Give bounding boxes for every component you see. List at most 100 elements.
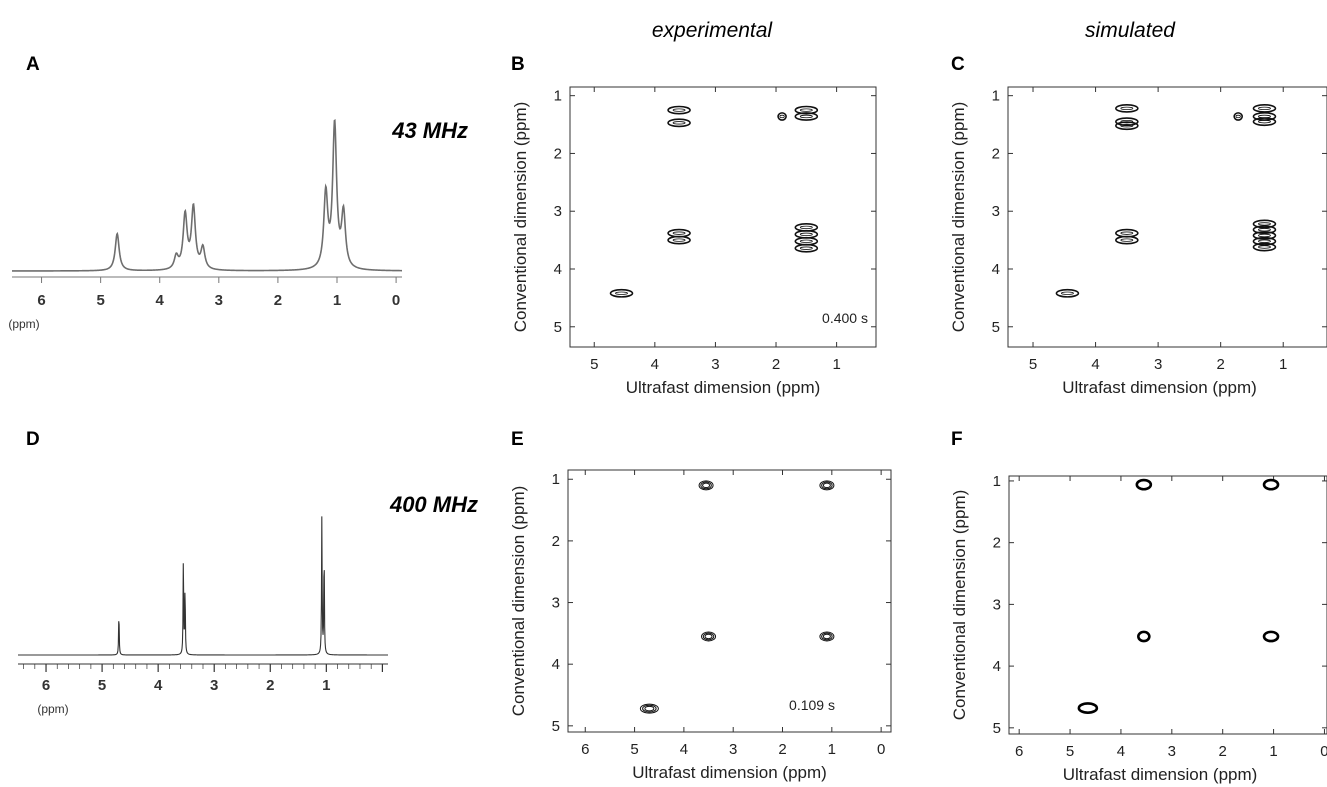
- y-tick-label: 3: [552, 595, 560, 612]
- contour-peak-inner: [644, 705, 655, 712]
- contour-peak: [667, 118, 691, 128]
- contour-peak-inner: [821, 632, 833, 641]
- contour-peak: [667, 228, 691, 238]
- contour-peak-inner: [700, 481, 712, 490]
- x-tick-label: 1: [832, 356, 840, 373]
- panel-letter-F: F: [951, 429, 963, 450]
- x-axis-title: Ultrafast dimension (ppm): [1062, 378, 1257, 397]
- y-tick-label: 2: [554, 145, 562, 162]
- y-tick-label: 2: [552, 533, 560, 550]
- spectrum-tick-label: 4: [154, 677, 163, 694]
- contour-peak-inner: [822, 633, 831, 640]
- spectrum-tick-label: 6: [42, 677, 50, 694]
- y-tick-label: 1: [554, 88, 562, 105]
- y-tick-label: 5: [992, 319, 1000, 336]
- contour-peak-inner: [1120, 231, 1134, 235]
- contour-peak-inner: [799, 114, 813, 119]
- spectrum-trace: [12, 118, 402, 272]
- contour-peak: [701, 631, 717, 642]
- contour-peak: [794, 229, 819, 239]
- contour-peak-inner: [1060, 291, 1074, 295]
- y-tick-label: 2: [993, 535, 1001, 552]
- column-header-experimental: experimental: [652, 19, 774, 42]
- contour-peak-inner: [1258, 245, 1271, 249]
- spectrum-tick-label: 1: [333, 292, 341, 309]
- contour-peak-inner: [1258, 222, 1271, 226]
- panel-letter-E: E: [511, 429, 524, 450]
- contour-peak-inner: [672, 238, 686, 242]
- contour-peak: [1262, 478, 1280, 491]
- y-tick-label: 3: [992, 203, 1000, 220]
- contour-peak: [1252, 117, 1277, 127]
- panel-letter-C: C: [951, 54, 965, 75]
- x-tick-label: 3: [711, 356, 719, 373]
- contour-plot-simulated-43mhz: 5 4 3 2 1 1 2 3 4 5 Ultrafast dimension (ppm) Conve…: [949, 86, 1327, 397]
- x-tick-label: 0: [1320, 743, 1327, 760]
- contour-peak: [639, 703, 659, 714]
- x-tick-label: 3: [1168, 743, 1176, 760]
- spectrum-tick-label: 4: [156, 292, 165, 309]
- contour-peak: [794, 112, 819, 121]
- spectrum-tick-label: 6: [37, 292, 45, 309]
- contour-peak-inner: [1258, 106, 1271, 111]
- contour-peak: [1252, 103, 1277, 113]
- field-strength-label-43mhz: 43 MHz: [391, 118, 468, 143]
- acquisition-time-annotation: 0.109 s: [789, 697, 835, 713]
- panel-letter-D: D: [26, 429, 40, 450]
- y-tick-label: 4: [993, 658, 1001, 675]
- y-axis-title: Conventional dimension (ppm): [949, 102, 968, 333]
- y-axis-title: Conventional dimension (ppm): [950, 490, 969, 721]
- contour-peak: [698, 480, 714, 491]
- x-tick-label: 6: [581, 741, 589, 758]
- spectrum-tick-label: 3: [215, 292, 223, 309]
- contour-peak-inner: [822, 482, 831, 489]
- x-tick-label: 4: [1091, 356, 1099, 373]
- contour-peak-inner: [1258, 233, 1271, 238]
- y-axis-title: Conventional dimension (ppm): [509, 486, 528, 717]
- x-tick-label: 5: [630, 741, 638, 758]
- x-tick-label: 5: [1066, 743, 1074, 760]
- contour-peak-inner: [799, 225, 813, 230]
- y-tick-label: 5: [552, 718, 560, 735]
- x-tick-label: 4: [651, 356, 659, 373]
- contour-peak-inner: [702, 632, 715, 641]
- spectrum-axis-label: (ppm): [8, 317, 39, 331]
- spectrum-1d-43mhz: 6 5 4 3 2 1 0 (ppm): [8, 118, 402, 331]
- plot-frame: [1008, 475, 1327, 735]
- contour-peak-inner: [672, 231, 686, 235]
- contour-peak: [1252, 236, 1277, 246]
- contour-peak: [1115, 235, 1139, 245]
- contour-peak-inner: [702, 482, 711, 489]
- contour-peak: [794, 243, 819, 253]
- contour-peak-inner: [615, 291, 628, 295]
- plot-frame: [567, 469, 892, 733]
- contour-peak-inner: [1235, 114, 1241, 119]
- contour-peak: [1252, 231, 1277, 240]
- contour-peak-inner: [1258, 239, 1271, 243]
- x-tick-label: 5: [590, 356, 598, 373]
- contour-peak: [1252, 219, 1277, 229]
- contour-peak: [794, 105, 819, 115]
- contour-peak: [1135, 478, 1153, 491]
- contour-peak-inner: [1120, 238, 1134, 242]
- y-axis-title: Conventional dimension (ppm): [511, 102, 530, 333]
- x-tick-label: 5: [1029, 356, 1037, 373]
- contour-peak: [794, 222, 819, 232]
- contour-peak-inner: [799, 239, 813, 243]
- contour-peak-inner: [1120, 124, 1134, 128]
- spectrum-tick-label: 5: [98, 677, 106, 694]
- panel-letter-B: B: [511, 54, 525, 75]
- contour-peak: [1115, 121, 1139, 131]
- contour-plot-experimental-43mhz: 5 4 3 2 1 1 2 3 4 5 Ultrafast dimension (ppm) Conve…: [511, 86, 877, 397]
- panel-letter-A: A: [26, 54, 40, 75]
- y-tick-label: 3: [993, 596, 1001, 613]
- contour-peak-inner: [1120, 106, 1134, 111]
- x-tick-label: 3: [1154, 356, 1162, 373]
- contour-peak-inner: [1258, 228, 1271, 232]
- contour-peak: [1077, 702, 1099, 714]
- contour-peak: [1115, 103, 1139, 113]
- contour-peak: [1137, 630, 1151, 643]
- x-tick-label: 1: [1279, 356, 1287, 373]
